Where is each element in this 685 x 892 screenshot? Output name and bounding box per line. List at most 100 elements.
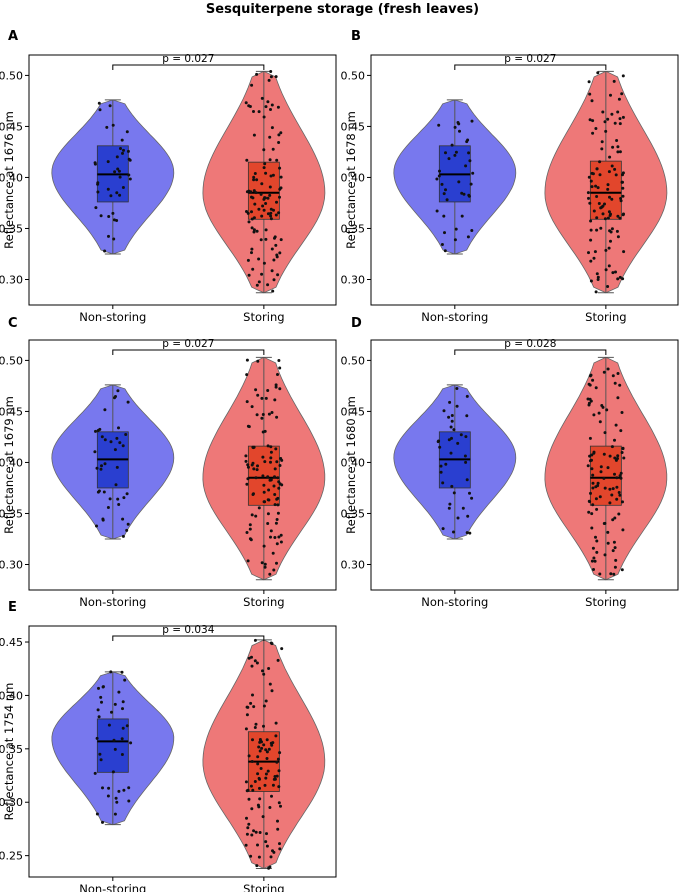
- data-point: [470, 119, 474, 123]
- data-point: [590, 526, 594, 530]
- y-tick-label: 0.50: [341, 354, 366, 367]
- data-point: [249, 854, 253, 858]
- data-point: [125, 724, 129, 728]
- data-point: [113, 448, 117, 452]
- data-point: [615, 229, 619, 233]
- data-point: [606, 367, 610, 371]
- data-point: [594, 485, 598, 489]
- data-point: [250, 251, 253, 255]
- data-point: [252, 189, 256, 193]
- data-point: [616, 396, 620, 400]
- data-point: [117, 690, 121, 694]
- data-point: [268, 185, 272, 189]
- data-point: [608, 195, 611, 199]
- data-point: [449, 425, 453, 429]
- data-point: [258, 777, 261, 781]
- data-point: [274, 521, 278, 525]
- data-point: [613, 546, 617, 550]
- y-tick-label: 0.40: [0, 171, 23, 184]
- data-point: [116, 497, 120, 501]
- p-value-label: p = 0.027: [504, 53, 556, 65]
- data-point: [260, 416, 264, 420]
- data-point: [261, 474, 265, 478]
- y-tick-label: 0.50: [0, 354, 23, 367]
- data-point: [619, 476, 623, 480]
- data-point: [117, 169, 121, 173]
- data-point: [278, 842, 281, 846]
- x-tick-label: Storing: [585, 595, 626, 609]
- panel-b: B 0.30 0.35 0.40 0.45 0.50 Reflectance at 1678…: [341, 29, 679, 324]
- data-point: [598, 572, 602, 576]
- data-point: [445, 198, 449, 202]
- data-point: [464, 435, 468, 439]
- data-point: [449, 451, 453, 455]
- data-point: [276, 658, 280, 662]
- data-point: [447, 506, 451, 510]
- data-point: [447, 157, 451, 161]
- data-point: [121, 726, 125, 730]
- data-point: [250, 405, 254, 409]
- data-point: [245, 358, 249, 362]
- data-point: [108, 104, 112, 108]
- data-point: [617, 97, 621, 101]
- data-point: [250, 247, 254, 251]
- data-point: [448, 400, 452, 404]
- data-point: [99, 467, 103, 471]
- data-point: [452, 491, 456, 495]
- data-point: [603, 431, 607, 435]
- data-point: [120, 138, 124, 142]
- data-point: [255, 229, 259, 233]
- data-point: [450, 143, 454, 147]
- series-storing: [544, 70, 668, 294]
- data-point: [607, 246, 611, 250]
- data-point: [586, 464, 590, 468]
- data-point: [107, 234, 110, 238]
- data-point: [622, 250, 626, 254]
- significance-bracket: [454, 349, 607, 355]
- data-point: [265, 738, 269, 742]
- data-point: [606, 285, 610, 288]
- data-point: [609, 230, 613, 234]
- data-point: [618, 275, 622, 279]
- data-point: [262, 483, 266, 487]
- x-tick-label: Non-storing: [79, 595, 146, 609]
- data-point: [121, 534, 125, 538]
- data-point: [462, 192, 466, 196]
- data-point: [604, 248, 608, 252]
- data-point: [465, 531, 469, 535]
- data-point: [590, 99, 594, 103]
- data-point: [587, 510, 591, 514]
- data-point: [265, 750, 269, 754]
- data-point: [595, 272, 599, 276]
- y-tick-label: 0.35: [341, 507, 366, 520]
- data-point: [245, 531, 249, 534]
- data-point: [450, 419, 454, 423]
- data-point: [268, 478, 272, 482]
- data-point: [263, 783, 267, 787]
- data-point: [441, 527, 445, 531]
- data-point: [96, 181, 100, 185]
- data-point: [118, 175, 122, 179]
- data-point: [598, 173, 602, 177]
- axes-frame: [28, 54, 337, 306]
- y-tick-label: 0.35: [0, 743, 23, 756]
- axes-frame: [370, 54, 679, 306]
- data-point: [589, 238, 593, 242]
- data-point: [444, 151, 447, 155]
- data-point: [269, 855, 273, 859]
- data-point: [268, 682, 272, 686]
- data-point: [621, 186, 625, 190]
- data-point: [274, 383, 278, 387]
- p-value-label: p = 0.028: [504, 338, 556, 350]
- data-point: [274, 734, 278, 738]
- data-point: [118, 441, 122, 445]
- data-point: [257, 506, 261, 510]
- data-point: [246, 465, 250, 469]
- data-point: [465, 140, 469, 144]
- series-non-storing: [393, 99, 517, 255]
- data-point: [264, 171, 268, 175]
- data-point: [250, 226, 254, 230]
- data-point: [442, 192, 446, 196]
- y-tick-label: 0.45: [341, 405, 366, 418]
- data-point: [607, 264, 611, 268]
